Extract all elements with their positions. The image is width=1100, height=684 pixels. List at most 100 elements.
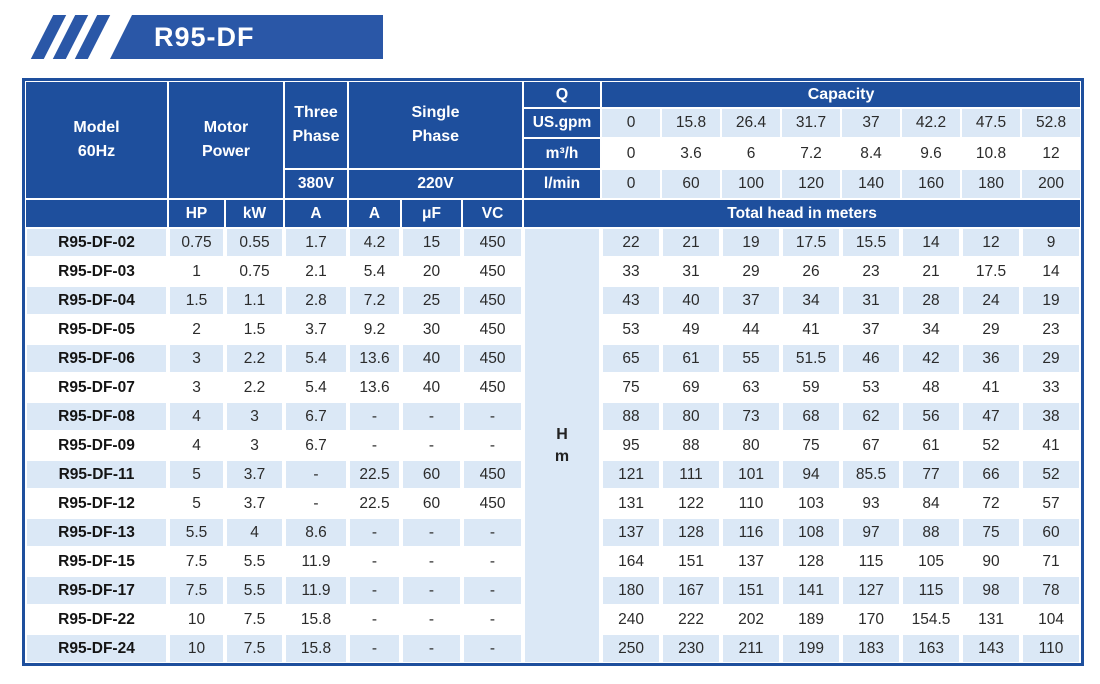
table-row: R95-DF-03 1 0.75 2.1 5.4 20 450 33 31 29 26 23 21 17.… bbox=[25, 257, 1082, 286]
amp-380v-cell: 11.9 bbox=[284, 547, 349, 576]
amp-380v-cell: 1.7 bbox=[284, 228, 349, 257]
head-value-cell: 34 bbox=[781, 286, 842, 315]
head-value-cell: 55 bbox=[721, 344, 782, 373]
head-value-cell: 53 bbox=[841, 373, 902, 402]
hp-cell: 1 bbox=[168, 257, 225, 286]
capacity-value-cell: 42.2 bbox=[901, 108, 962, 138]
capacity-value-cell: 100 bbox=[721, 169, 782, 199]
head-value-cell: 17.5 bbox=[781, 228, 842, 257]
single-label: Single bbox=[411, 104, 460, 121]
head-value-cell: 110 bbox=[1021, 634, 1082, 663]
model-cell: R95-DF-15 bbox=[25, 547, 168, 576]
head-value-cell: 151 bbox=[661, 547, 722, 576]
head-value-cell: 104 bbox=[1021, 605, 1082, 634]
head-value-cell: 78 bbox=[1021, 576, 1082, 605]
hp-cell: 0.75 bbox=[168, 228, 225, 257]
spec-table: Model 60Hz Motor Power Three Phase Singl… bbox=[22, 78, 1085, 666]
hp-cell: 3 bbox=[168, 344, 225, 373]
kw-cell: 3 bbox=[225, 431, 285, 460]
col-header-380v: 380V bbox=[284, 169, 349, 199]
amp-220v-cell: - bbox=[348, 634, 402, 663]
head-value-cell: 22 bbox=[601, 228, 662, 257]
model-cell: R95-DF-05 bbox=[25, 315, 168, 344]
head-value-cell: 40 bbox=[661, 286, 722, 315]
model-cell: R95-DF-03 bbox=[25, 257, 168, 286]
amp-220v-cell: - bbox=[348, 576, 402, 605]
head-unit-m-label: m bbox=[554, 447, 570, 465]
head-value-cell: 62 bbox=[841, 402, 902, 431]
head-value-cell: 56 bbox=[901, 402, 962, 431]
head-value-cell: 88 bbox=[901, 518, 962, 547]
amp-220v-cell: 4.2 bbox=[348, 228, 402, 257]
model-cell: R95-DF-06 bbox=[25, 344, 168, 373]
vc-cell: - bbox=[462, 634, 524, 663]
head-value-cell: 21 bbox=[661, 228, 722, 257]
hp-cell: 5 bbox=[168, 489, 225, 518]
amp-380v-cell: 15.8 bbox=[284, 605, 349, 634]
head-value-cell: 75 bbox=[601, 373, 662, 402]
head-value-cell: 36 bbox=[961, 344, 1022, 373]
vc-cell: 450 bbox=[462, 344, 524, 373]
head-value-cell: 170 bbox=[841, 605, 902, 634]
three-label: Three bbox=[294, 104, 338, 121]
capacity-value-cell: 0 bbox=[601, 108, 662, 138]
head-value-cell: 73 bbox=[721, 402, 782, 431]
head-value-cell: 9 bbox=[1021, 228, 1082, 257]
head-value-cell: 88 bbox=[661, 431, 722, 460]
title-banner: R95-DF bbox=[30, 15, 383, 59]
table-row: R95-DF-11 5 3.7-22.5 60 450 121 111 101 94 85.5 77… bbox=[25, 460, 1082, 489]
amp-220v-cell: 5.4 bbox=[348, 257, 402, 286]
amp-380v-cell: 5.4 bbox=[284, 373, 349, 402]
head-value-cell: 105 bbox=[901, 547, 962, 576]
col-header-220v: 220V bbox=[348, 169, 524, 199]
vc-cell: 450 bbox=[462, 257, 524, 286]
head-value-cell: 29 bbox=[1021, 344, 1082, 373]
uf-cell: - bbox=[401, 634, 463, 663]
amp-220v-cell: - bbox=[348, 547, 402, 576]
model-cell: R95-DF-07 bbox=[25, 373, 168, 402]
col-header-three-phase: Three Phase bbox=[284, 81, 349, 169]
head-value-cell: 222 bbox=[661, 605, 722, 634]
banner-bar: R95-DF bbox=[110, 15, 383, 59]
capacity-value-cell: 31.7 bbox=[781, 108, 842, 138]
head-value-cell: 28 bbox=[901, 286, 962, 315]
vc-cell: - bbox=[462, 576, 524, 605]
head-value-cell: 88 bbox=[601, 402, 662, 431]
vc-cell: 450 bbox=[462, 460, 524, 489]
head-value-cell: 80 bbox=[661, 402, 722, 431]
table-row: R95-DF-17 7.5 5.5 11.9- - -180 167 151 141 127 115… bbox=[25, 576, 1082, 605]
head-value-cell: 164 bbox=[601, 547, 662, 576]
hp-cell: 5 bbox=[168, 460, 225, 489]
col-header-total-head: Total head in meters bbox=[523, 199, 1082, 228]
head-value-cell: 67 bbox=[841, 431, 902, 460]
empty-header-cell bbox=[25, 199, 168, 228]
head-value-cell: 68 bbox=[781, 402, 842, 431]
head-value-cell: 95 bbox=[601, 431, 662, 460]
head-value-cell: 31 bbox=[841, 286, 902, 315]
head-value-cell: 69 bbox=[661, 373, 722, 402]
head-value-cell: 63 bbox=[721, 373, 782, 402]
uf-cell: 60 bbox=[401, 460, 463, 489]
vc-cell: - bbox=[462, 431, 524, 460]
kw-cell: 7.5 bbox=[225, 634, 285, 663]
head-value-cell: 51.5 bbox=[781, 344, 842, 373]
head-value-cell: 66 bbox=[961, 460, 1022, 489]
uf-cell: 40 bbox=[401, 344, 463, 373]
head-value-cell: 90 bbox=[961, 547, 1022, 576]
head-value-cell: 52 bbox=[1021, 460, 1082, 489]
head-value-cell: 137 bbox=[601, 518, 662, 547]
kw-cell: 2.2 bbox=[225, 344, 285, 373]
amp-220v-cell: 7.2 bbox=[348, 286, 402, 315]
model-cell: R95-DF-04 bbox=[25, 286, 168, 315]
head-value-cell: 38 bbox=[1021, 402, 1082, 431]
head-value-cell: 180 bbox=[601, 576, 662, 605]
table-row: R95-DF-24 10 7.5 15.8- - -250 230 211 199 183 163 1… bbox=[25, 634, 1082, 663]
head-value-cell: 61 bbox=[661, 344, 722, 373]
head-value-cell: 163 bbox=[901, 634, 962, 663]
col-header-hp: HP bbox=[168, 199, 225, 228]
hp-cell: 4 bbox=[168, 402, 225, 431]
vc-cell: 450 bbox=[462, 228, 524, 257]
head-value-cell: 41 bbox=[961, 373, 1022, 402]
amp-380v-cell: 6.7 bbox=[284, 431, 349, 460]
